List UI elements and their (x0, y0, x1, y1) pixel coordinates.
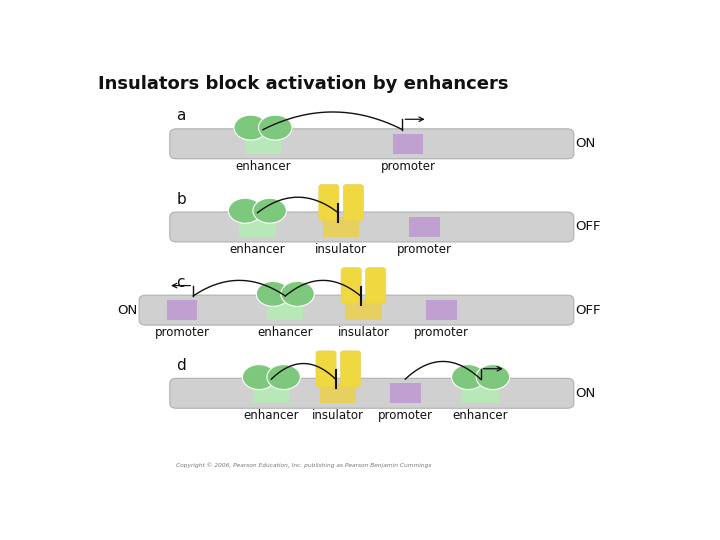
Text: OFF: OFF (575, 220, 601, 233)
Text: ON: ON (117, 303, 138, 316)
Text: insulator: insulator (315, 243, 367, 256)
Bar (346, 300, 382, 320)
Bar (245, 134, 281, 154)
FancyBboxPatch shape (316, 351, 336, 387)
Bar (390, 383, 420, 403)
Circle shape (267, 364, 300, 389)
Text: insulator: insulator (338, 326, 390, 339)
Text: d: d (176, 358, 186, 373)
FancyBboxPatch shape (170, 212, 574, 242)
Circle shape (258, 115, 292, 140)
Text: b: b (176, 192, 186, 207)
Bar (426, 300, 457, 320)
Text: Insulators block activation by enhancers: Insulators block activation by enhancers (99, 75, 509, 93)
Circle shape (281, 281, 315, 306)
FancyBboxPatch shape (139, 295, 574, 325)
Text: enhancer: enhancer (258, 326, 313, 339)
Circle shape (256, 281, 289, 306)
Bar (410, 217, 440, 237)
Bar (392, 134, 423, 154)
Bar (320, 383, 356, 403)
Text: insulator: insulator (312, 409, 364, 422)
Text: promoter: promoter (155, 326, 210, 339)
Text: enhancer: enhancer (235, 160, 291, 173)
Text: promoter: promoter (378, 409, 433, 422)
Text: Copyright © 2006, Pearson Education, Inc. publishing as Pearson Benjamin Cumming: Copyright © 2006, Pearson Education, Inc… (176, 462, 432, 468)
Circle shape (243, 364, 276, 389)
Text: promoter: promoter (414, 326, 469, 339)
Text: c: c (176, 275, 185, 290)
Text: promoter: promoter (397, 243, 452, 256)
FancyBboxPatch shape (366, 268, 386, 304)
Circle shape (253, 198, 287, 223)
Circle shape (234, 115, 267, 140)
Bar (253, 383, 289, 403)
Circle shape (476, 364, 510, 389)
Text: promoter: promoter (381, 160, 436, 173)
FancyBboxPatch shape (319, 185, 339, 221)
Bar (462, 383, 499, 403)
FancyBboxPatch shape (341, 351, 361, 387)
Bar (267, 300, 303, 320)
Bar (239, 217, 276, 237)
Bar (323, 217, 359, 237)
FancyBboxPatch shape (170, 379, 574, 408)
FancyBboxPatch shape (343, 185, 364, 221)
Text: ON: ON (575, 387, 595, 400)
Circle shape (228, 198, 262, 223)
Text: a: a (176, 109, 186, 124)
FancyBboxPatch shape (170, 129, 574, 159)
FancyBboxPatch shape (341, 268, 361, 304)
Bar (167, 300, 197, 320)
Text: enhancer: enhancer (453, 409, 508, 422)
Text: OFF: OFF (575, 303, 601, 316)
Text: ON: ON (575, 137, 595, 150)
Text: enhancer: enhancer (243, 409, 300, 422)
Circle shape (451, 364, 485, 389)
Text: enhancer: enhancer (230, 243, 285, 256)
